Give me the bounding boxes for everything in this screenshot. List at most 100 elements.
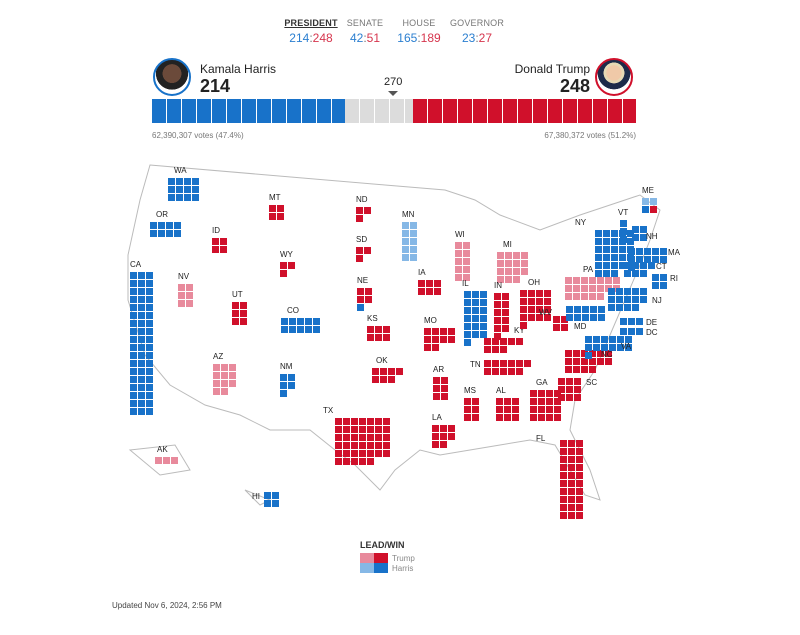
state-la[interactable] bbox=[432, 425, 455, 448]
state-tn[interactable] bbox=[484, 360, 531, 375]
electoral-vote-square bbox=[505, 260, 512, 267]
electoral-vote-square bbox=[138, 344, 145, 351]
electoral-vote-square bbox=[464, 307, 471, 314]
state-sd[interactable] bbox=[356, 247, 371, 262]
state-ks[interactable] bbox=[367, 326, 390, 341]
state-wv[interactable] bbox=[553, 316, 568, 331]
state-sc[interactable] bbox=[558, 378, 581, 401]
state-wi[interactable] bbox=[455, 242, 470, 281]
state-label: IN bbox=[494, 281, 502, 290]
electoral-vote-square bbox=[229, 364, 236, 371]
tab-president[interactable]: PRESIDENT 214:248 bbox=[284, 18, 338, 45]
state-ri[interactable] bbox=[652, 274, 667, 289]
electoral-vote-square bbox=[616, 304, 623, 311]
electoral-vote-square bbox=[402, 254, 409, 261]
state-nj[interactable] bbox=[608, 288, 647, 311]
state-tx[interactable] bbox=[335, 418, 390, 465]
electoral-vote-square bbox=[536, 306, 543, 313]
electoral-vote-square bbox=[433, 393, 440, 400]
electoral-vote-square bbox=[176, 178, 183, 185]
state-md[interactable] bbox=[566, 306, 605, 321]
state-va[interactable] bbox=[585, 336, 632, 359]
state-mn[interactable] bbox=[402, 222, 417, 261]
state-label: AZ bbox=[213, 352, 224, 361]
state-mt[interactable] bbox=[269, 205, 284, 220]
electoral-vote-square bbox=[568, 480, 575, 487]
electoral-vote-square bbox=[585, 344, 592, 351]
electoral-vote-square bbox=[560, 472, 567, 479]
electoral-vote-square bbox=[632, 270, 639, 277]
electoral-vote-square bbox=[640, 288, 647, 295]
state-id[interactable] bbox=[212, 238, 227, 253]
state-ut[interactable] bbox=[232, 302, 247, 325]
electoral-vote-square bbox=[426, 280, 433, 287]
state-wy[interactable] bbox=[280, 262, 295, 277]
state-ak[interactable] bbox=[155, 457, 178, 464]
state-ct[interactable] bbox=[624, 262, 655, 277]
electoral-vote-square bbox=[636, 248, 643, 255]
electoral-vote-square bbox=[508, 360, 515, 367]
state-de[interactable] bbox=[620, 318, 643, 325]
electoral-vote-square bbox=[372, 376, 379, 383]
electoral-vote-square bbox=[554, 414, 561, 421]
state-az[interactable] bbox=[213, 364, 236, 395]
electoral-vote-square bbox=[434, 280, 441, 287]
state-nv[interactable] bbox=[178, 284, 193, 307]
state-ia[interactable] bbox=[418, 280, 441, 295]
state-label: VT bbox=[618, 208, 629, 217]
electoral-vote-square bbox=[628, 264, 635, 271]
state-in[interactable] bbox=[494, 293, 509, 340]
state-me[interactable] bbox=[642, 198, 657, 213]
tab-house[interactable]: HOUSE 165:189 bbox=[397, 18, 441, 45]
state-ca[interactable] bbox=[130, 272, 153, 415]
electoral-vote-square bbox=[628, 318, 635, 325]
state-ar[interactable] bbox=[433, 377, 448, 400]
electoral-vote-square bbox=[660, 274, 667, 281]
electoral-vote-square bbox=[359, 458, 366, 465]
state-ma[interactable] bbox=[628, 248, 667, 271]
state-oh[interactable] bbox=[520, 290, 551, 329]
state-nh[interactable] bbox=[632, 226, 647, 241]
electoral-vote-square bbox=[432, 328, 439, 335]
electoral-vote-square bbox=[288, 262, 295, 269]
state-fl[interactable] bbox=[560, 440, 583, 519]
state-ok[interactable] bbox=[372, 368, 403, 383]
state-il[interactable] bbox=[464, 291, 487, 346]
state-ky[interactable] bbox=[484, 338, 523, 353]
threshold-marker-icon bbox=[388, 91, 398, 96]
state-ga[interactable] bbox=[530, 390, 561, 421]
electoral-vote-square bbox=[546, 414, 553, 421]
electoral-vote-square bbox=[521, 268, 528, 275]
tab-governor[interactable]: GOVERNOR 23:27 bbox=[449, 18, 505, 45]
state-nc[interactable] bbox=[565, 350, 612, 373]
electoral-vote-square bbox=[441, 393, 448, 400]
electoral-vote-square bbox=[138, 384, 145, 391]
state-mi[interactable] bbox=[497, 252, 528, 283]
electoral-vote-square bbox=[240, 302, 247, 309]
electoral-vote-square bbox=[573, 350, 580, 357]
state-co[interactable] bbox=[281, 318, 320, 333]
electoral-vote-square bbox=[581, 350, 588, 357]
state-mo[interactable] bbox=[424, 328, 455, 351]
state-ne[interactable] bbox=[357, 288, 372, 311]
state-ms[interactable] bbox=[464, 398, 479, 421]
electoral-vote-square bbox=[624, 270, 631, 277]
electoral-vote-square bbox=[146, 408, 153, 415]
state-vt[interactable] bbox=[620, 220, 627, 243]
electoral-vote-square bbox=[289, 326, 296, 333]
electoral-vote-square bbox=[561, 316, 568, 323]
electoral-vote-square bbox=[566, 314, 573, 321]
tab-senate[interactable]: SENATE 42:51 bbox=[346, 18, 384, 45]
state-al[interactable] bbox=[496, 398, 519, 421]
electoral-vote-square bbox=[642, 206, 649, 213]
electoral-vote-square bbox=[365, 296, 372, 303]
electoral-vote-square bbox=[178, 300, 185, 307]
state-hi[interactable] bbox=[264, 492, 279, 507]
state-dc[interactable] bbox=[620, 328, 643, 335]
state-or[interactable] bbox=[150, 222, 181, 237]
state-nd[interactable] bbox=[356, 207, 371, 222]
state-nm[interactable] bbox=[280, 374, 295, 397]
state-wa[interactable] bbox=[168, 178, 199, 201]
electoral-vote-square bbox=[660, 256, 667, 263]
electoral-vote-square bbox=[554, 390, 561, 397]
